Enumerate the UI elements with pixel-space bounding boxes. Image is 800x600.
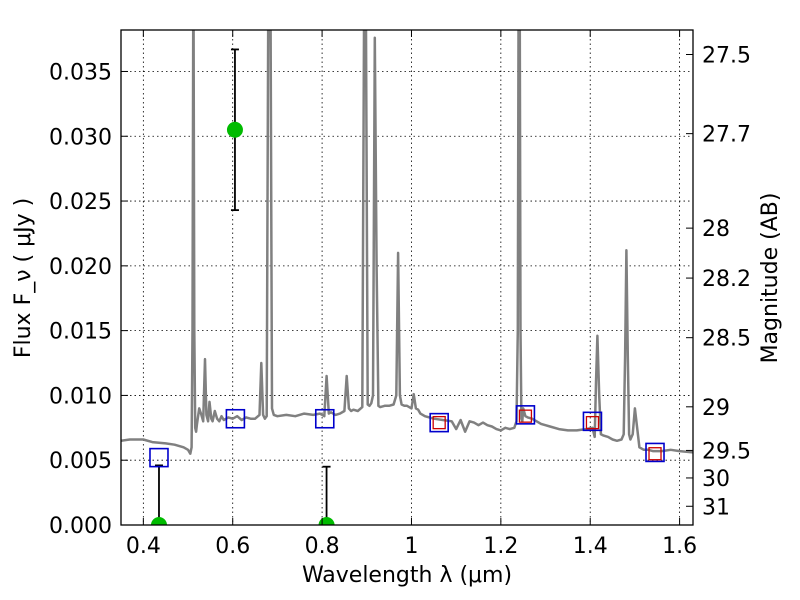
- y-tick-label: 0.010: [49, 384, 112, 409]
- model-spectrum-line: [121, 30, 693, 455]
- model-band-square: [645, 442, 665, 463]
- x-tick-label: 1.4: [573, 534, 608, 559]
- x-tick-label: 0.4: [126, 534, 161, 559]
- model-band-square: [225, 408, 246, 429]
- plot-frame: [120, 29, 694, 526]
- y-tick-label: 0.025: [49, 190, 112, 215]
- observed-point: [226, 121, 243, 138]
- x-axis-title: Wavelength λ (μm): [302, 563, 512, 588]
- model-band-square: [314, 408, 335, 429]
- y2-tick-label: 28: [702, 217, 730, 242]
- y-tick-label: 0.005: [49, 449, 112, 474]
- x-tick-label: 1.6: [662, 534, 697, 559]
- y2-tick-label: 30: [702, 467, 730, 492]
- x-tick-label: 0.8: [305, 534, 340, 559]
- y2-tick-label: 31: [702, 495, 730, 520]
- y2-tick-label: 29.5: [702, 439, 751, 464]
- y-axis-title: Flux F_ν ( μJy ): [11, 198, 36, 358]
- y-tick-label: 0.035: [49, 60, 112, 85]
- y2-tick-label: 27.7: [702, 123, 751, 148]
- other-band-square: [585, 415, 600, 430]
- y-tick-label: 0.015: [49, 320, 112, 345]
- other-band-square: [648, 447, 662, 461]
- model-band-square: [429, 412, 449, 433]
- y-tick-label: 0.030: [49, 125, 112, 150]
- y2-tick-label: 28.2: [702, 267, 751, 292]
- x-tick-label: 1.2: [483, 534, 518, 559]
- other-band-square: [518, 409, 533, 423]
- y2-tick-label: 27.5: [702, 43, 751, 68]
- plot-background: [121, 30, 693, 525]
- y2-tick-label: 29: [702, 396, 730, 421]
- grid-lines: [121, 30, 693, 526]
- x-tick-label: 1: [404, 534, 418, 559]
- model-band-square: [582, 411, 603, 432]
- model-band-square: [515, 405, 536, 425]
- plot-area: [121, 30, 693, 525]
- y2-axis-title: Magnitude (AB): [758, 193, 783, 364]
- axis-ticks: 0.4 0.6 0.8 1 1.2 1.4 1.6 0.000 0.005 0.010 0.015 0…: [49, 30, 751, 559]
- model-band-square: [149, 447, 169, 468]
- y-tick-label: 0.000: [49, 514, 112, 539]
- other-band-square: [432, 415, 446, 430]
- x-tick-label: 0.6: [215, 534, 250, 559]
- observed-point: [150, 517, 167, 525]
- y2-tick-label: 28.5: [702, 327, 751, 352]
- y-tick-label: 0.020: [49, 255, 112, 280]
